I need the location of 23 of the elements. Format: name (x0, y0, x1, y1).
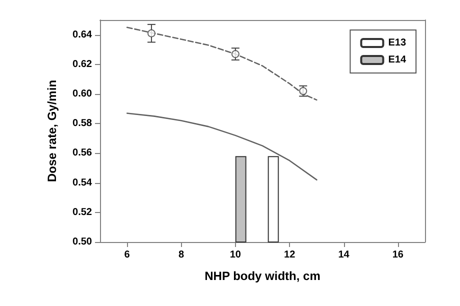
y-tick-label: 0.50 (72, 236, 92, 248)
y-tick-label: 0.56 (72, 148, 92, 159)
legend-label: E14 (388, 54, 406, 66)
y-tick-label: 0.58 (72, 118, 92, 130)
x-tick-label: 12 (284, 250, 296, 260)
y-tick-label: 0.54 (72, 177, 92, 188)
x-tick-label: 16 (392, 250, 404, 260)
point (231, 50, 240, 58)
y-tick-label: 0.62 (72, 58, 92, 70)
y-tick-label: 0.64 (72, 29, 92, 40)
line-series (126, 112, 318, 180)
point (299, 87, 308, 96)
line-series (126, 26, 318, 101)
y-tick-label: 0.60 (72, 88, 92, 100)
point (147, 29, 156, 38)
x-axis-title: NHP body width, cm (204, 269, 320, 283)
x-tick-label: 6 (124, 250, 130, 260)
x-tick-label: 14 (338, 250, 350, 260)
y-tick-label: 0.52 (72, 206, 92, 218)
x-tick-label: 10 (230, 250, 242, 260)
y-axis-title: Dose rate, Gy/min (45, 80, 59, 182)
x-tick-label: 8 (178, 250, 184, 260)
legend-label: E13 (388, 38, 406, 48)
